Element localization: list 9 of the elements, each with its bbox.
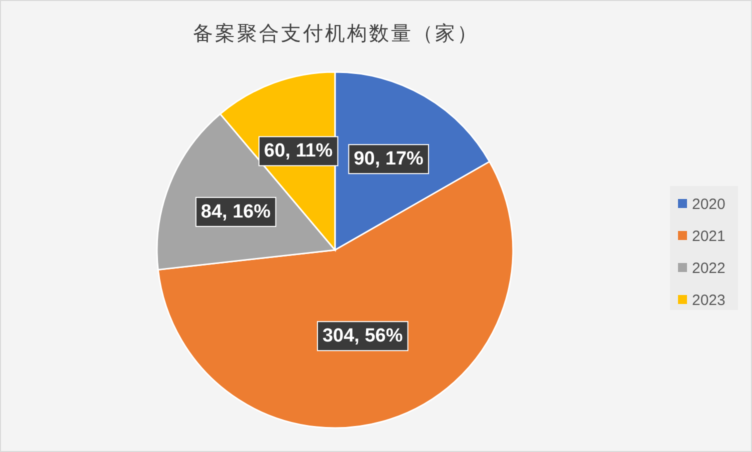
legend-label: 2021 [692, 228, 726, 245]
legend-label: 2023 [692, 292, 726, 309]
data-label: 90, 17% [354, 148, 424, 170]
data-label: 304, 56% [322, 326, 403, 347]
legend-label: 2020 [692, 196, 726, 213]
legend-label: 2022 [692, 260, 726, 277]
data-label: 84, 16% [200, 201, 271, 222]
chart-title: 备案聚合支付机构数量（家） [193, 22, 479, 45]
data-label: 60, 11% [264, 140, 333, 162]
